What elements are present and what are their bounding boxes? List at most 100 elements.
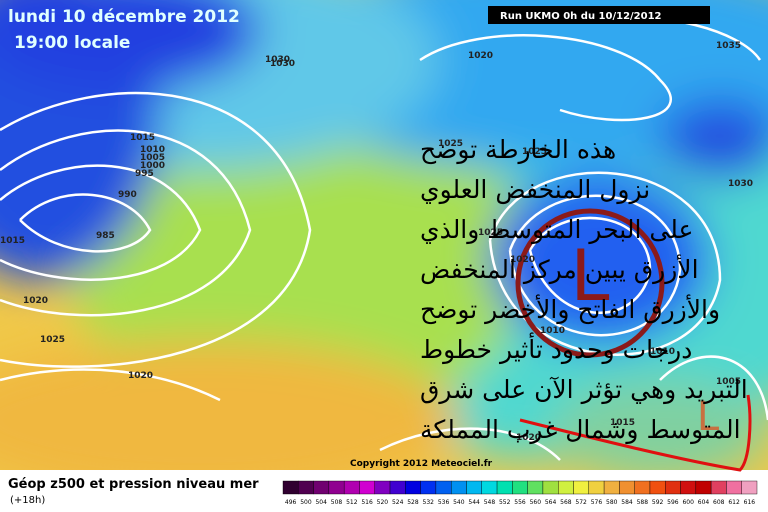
legend-swatch (420, 480, 437, 495)
footer-title: Géop z500 et pression niveau mer (8, 477, 259, 492)
legend-swatch (359, 480, 375, 495)
legend-label: 552 (499, 499, 511, 506)
legend-label: 548 (484, 499, 496, 506)
legend-swatch (542, 480, 559, 495)
annotation-line: المتوسط وشمال غرب المملكة (420, 415, 741, 445)
field (0, 0, 768, 470)
legend-swatch (649, 480, 666, 495)
legend-swatch (726, 480, 742, 495)
isobar-label: 985 (96, 231, 115, 241)
isobar-label: 1025 (522, 147, 547, 157)
legend-label: 608 (713, 499, 725, 506)
legend-label: 564 (545, 499, 557, 506)
low-mark: L (571, 235, 610, 317)
legend-label: 576 (591, 499, 603, 506)
legend-label: 544 (468, 499, 480, 506)
legend-label: 512 (346, 499, 358, 506)
isobar-label: 990 (118, 190, 137, 200)
legend-label: 496 (285, 499, 297, 506)
isobar-label: 1020 (23, 296, 48, 306)
legend-label: 596 (667, 499, 679, 506)
legend-swatch (328, 480, 345, 495)
date: lundi 10 décembre 2012 (8, 7, 240, 27)
legend-label: 568 (560, 499, 572, 506)
legend-label: 556 (514, 499, 526, 506)
legend-label: 536 (438, 499, 450, 506)
legend-swatch (450, 480, 467, 495)
legend-label: 592 (652, 499, 664, 506)
low-mark: L (697, 394, 720, 440)
legend-swatch (298, 480, 314, 495)
legend-swatch (343, 480, 360, 495)
isobar-label: 1020 (128, 371, 153, 381)
legend-label: 616 (744, 499, 756, 506)
legend-swatch (389, 480, 406, 495)
annotation-line: التبريد وهي تؤثر الآن على شرق (420, 375, 748, 405)
legend-label: 572 (575, 499, 587, 506)
annotation-line: نزول المنخفض العلوي (420, 175, 650, 205)
annotation-line: الأزرق يبين مركز المنخفض (420, 253, 699, 285)
annotation-line: على البحر المتوسط والذي (420, 215, 693, 245)
legend-label: 524 (392, 499, 404, 506)
legend-label: 508 (331, 499, 343, 506)
legend-swatch (680, 480, 697, 495)
legend-swatch (695, 480, 712, 495)
red-front (519, 394, 752, 472)
legend-label: 532 (423, 499, 435, 506)
legend-swatch (573, 480, 590, 495)
legend-swatch (435, 480, 452, 495)
legend-label: 500 (300, 499, 312, 506)
time: 19:00 locale (14, 33, 130, 53)
legend-swatch (619, 480, 635, 495)
isobar-label: 1020 (510, 255, 535, 265)
isobar-label: 1000 (140, 161, 165, 171)
legend-label: 580 (606, 499, 618, 506)
annotation-line: والأزرق الفاتح والأخضر توضح (420, 293, 720, 325)
isobar-label: 1020 (468, 51, 493, 61)
legend-swatch (481, 480, 498, 495)
legend-label: 588 (637, 499, 649, 506)
run-label: Run UKMO 0h du 10/12/2012 (500, 11, 662, 22)
legend-label: 520 (377, 499, 389, 506)
legend-swatch (603, 480, 620, 495)
isobar-label: 1015 (610, 418, 635, 428)
isobar-label: 1035 (716, 41, 741, 51)
legend-swatch (512, 480, 528, 495)
isobar-label: 1015 (130, 133, 155, 143)
isobar-label: 1010 (140, 145, 165, 155)
legend-swatch (374, 480, 391, 495)
isobar-label: 1010 (540, 326, 565, 336)
legend-label: 504 (315, 499, 327, 506)
legend-label: 516 (361, 499, 373, 506)
isobar-label: 1030 (728, 179, 753, 189)
isobar-label: 1025 (438, 139, 463, 149)
isobar-label: 1020 (516, 433, 541, 443)
legend-label: 528 (407, 499, 419, 506)
legend-label: 560 (530, 499, 542, 506)
isobar-label: 1025 (478, 228, 503, 238)
run-box (488, 6, 710, 24)
legend-swatch (665, 480, 681, 495)
isobar-label: 995 (135, 169, 154, 179)
low-circle (515, 208, 665, 358)
legend-label: 584 (621, 499, 633, 506)
annotation-line: هذه الخارطة توضح (420, 135, 616, 165)
legend-label: 612 (728, 499, 740, 506)
legend-label: 600 (682, 499, 694, 506)
isobar-label: 1005 (140, 153, 165, 163)
legend-label: 604 (698, 499, 710, 506)
isobar-label: 1005 (716, 377, 741, 387)
isobar-label: 1010 (650, 347, 675, 357)
legend-label: 540 (453, 499, 465, 506)
legend-swatch (282, 480, 299, 495)
isobar-label: 1030 (265, 55, 290, 65)
legend-swatch (588, 480, 605, 495)
isobar-label: 1030 (270, 59, 295, 69)
legend-swatch (405, 480, 421, 495)
legend-swatch (710, 480, 727, 495)
legend-swatch (313, 480, 330, 495)
legend-swatch (466, 480, 482, 495)
isobar-label: 1025 (40, 335, 65, 345)
